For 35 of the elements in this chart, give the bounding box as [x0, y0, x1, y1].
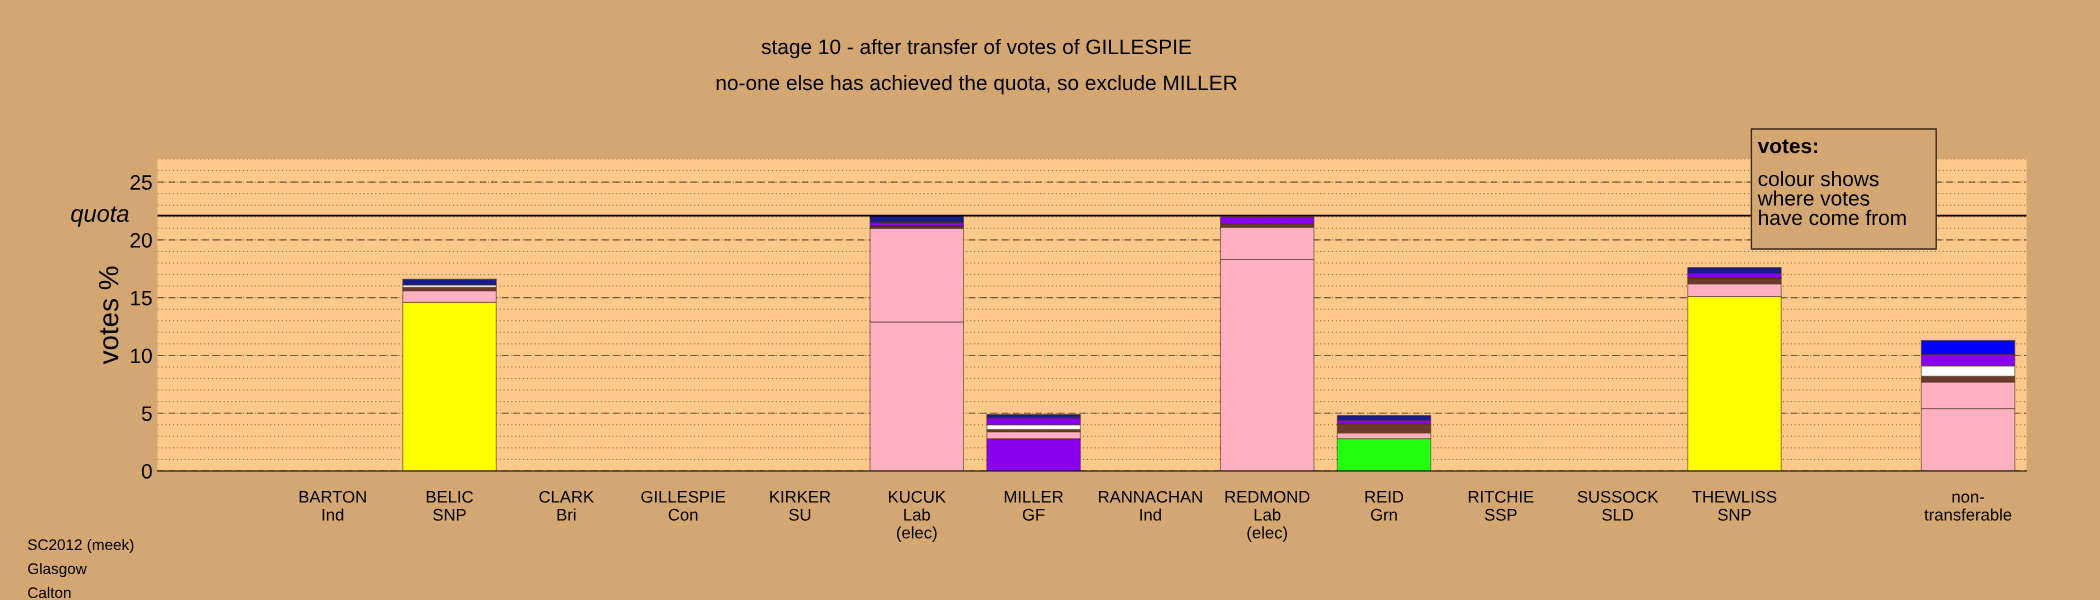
- bar: [1337, 415, 1432, 421]
- x-tick-label: THEWLISS SNP: [1692, 490, 1777, 521]
- ref-line-label: quota: [71, 206, 129, 227]
- bar: [1337, 438, 1432, 471]
- y-tick-label: 10: [131, 348, 152, 364]
- text: Glasgow: [28, 562, 87, 578]
- y-tick-label: 25: [130, 175, 152, 190]
- x-tick-label: non- transferable: [1924, 493, 2012, 521]
- x-tick-label: BARTON Ind: [299, 490, 366, 521]
- y-axis-title: votes %: [98, 266, 119, 365]
- x-tick-label: BELIC SNP: [426, 490, 473, 521]
- x-tick-label: REID Grn: [1365, 491, 1404, 521]
- y-tick-label: 5: [141, 406, 152, 421]
- x-tick-label: KIRKER SU: [770, 491, 831, 521]
- bar: [402, 278, 497, 286]
- x-tick-label: GILLESPIE Con: [641, 490, 726, 521]
- x-tick-label: RITCHIE SSP: [1468, 490, 1534, 521]
- bar: [869, 215, 964, 223]
- y-tick-label: 0: [141, 464, 152, 479]
- x-tick-label: REDMOND Lab (elec): [1225, 490, 1310, 542]
- text: SC2012 (meek): [27, 538, 134, 554]
- x-tick-label: RANNACHAN Ind: [1098, 490, 1202, 521]
- chart-subtitle: no-one else has achieved the quota, so exclude MILLER: [716, 74, 1237, 95]
- bar: [1220, 216, 1315, 224]
- bar: [986, 417, 1081, 426]
- annotation: colour shows where votes have come from: [1757, 171, 1906, 226]
- x-tick-label: MILLER GF: [1004, 491, 1063, 521]
- y-tick-label: 15: [131, 290, 152, 306]
- x-tick-label: KUCUK Lab (elec): [888, 490, 946, 542]
- text: votes:: [1757, 139, 1818, 154]
- chart-title: stage 10 - after transfer of votes of GILLESPIE: [761, 38, 1192, 59]
- y-tick-label: 20: [130, 232, 152, 248]
- text: Calton: [28, 586, 71, 599]
- x-tick-label: CLARK Bri: [539, 490, 594, 521]
- x-tick-label: SUSSOCK SLD: [1577, 490, 1659, 521]
